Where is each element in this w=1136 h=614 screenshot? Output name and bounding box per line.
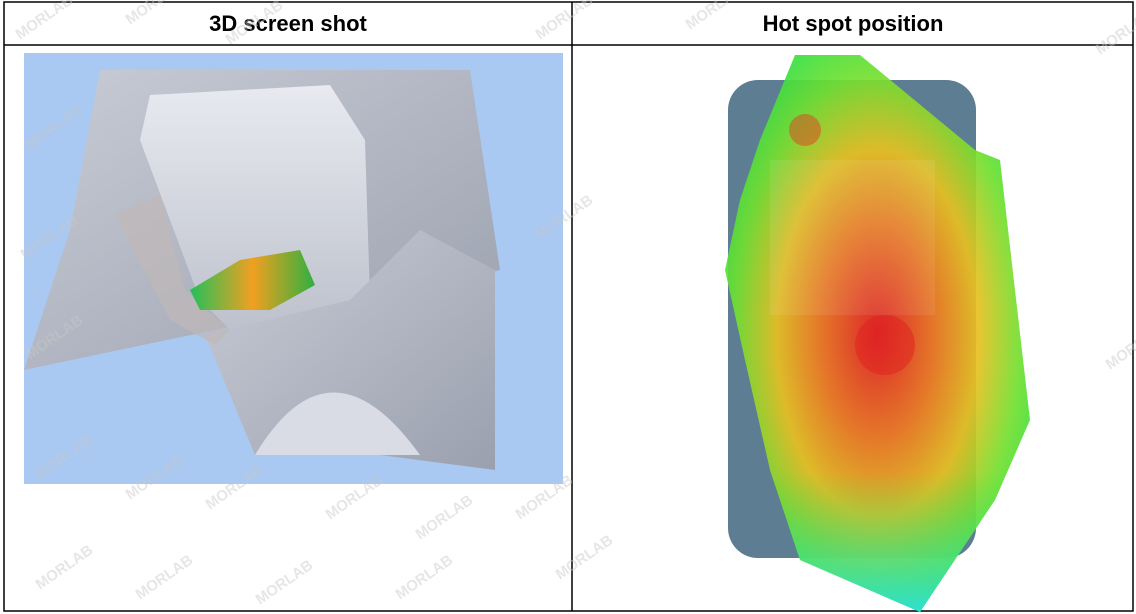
watermark: MORLAB <box>533 0 597 43</box>
watermark: MORLAB <box>33 542 97 594</box>
watermark: MORLAB <box>683 0 747 33</box>
table-border <box>3 1 1134 612</box>
header-cell: 3D screen shot <box>209 11 367 36</box>
hotspot-map <box>725 55 1030 612</box>
screenshot-3d <box>24 53 563 484</box>
watermark: MORLAB <box>253 557 317 609</box>
watermark: MORLAB <box>123 0 187 28</box>
watermark: MORLAB <box>13 0 77 43</box>
watermark: MORLAB <box>553 532 617 584</box>
table <box>3 1 1134 612</box>
watermark: MORLAB <box>393 552 457 604</box>
header-cell: Hot spot position <box>763 11 944 36</box>
watermark: MORLAB <box>1093 7 1136 59</box>
watermark: MORLAB <box>413 492 477 544</box>
watermark: MORLAB <box>1103 322 1136 374</box>
watermark: MORLAB <box>133 552 197 604</box>
